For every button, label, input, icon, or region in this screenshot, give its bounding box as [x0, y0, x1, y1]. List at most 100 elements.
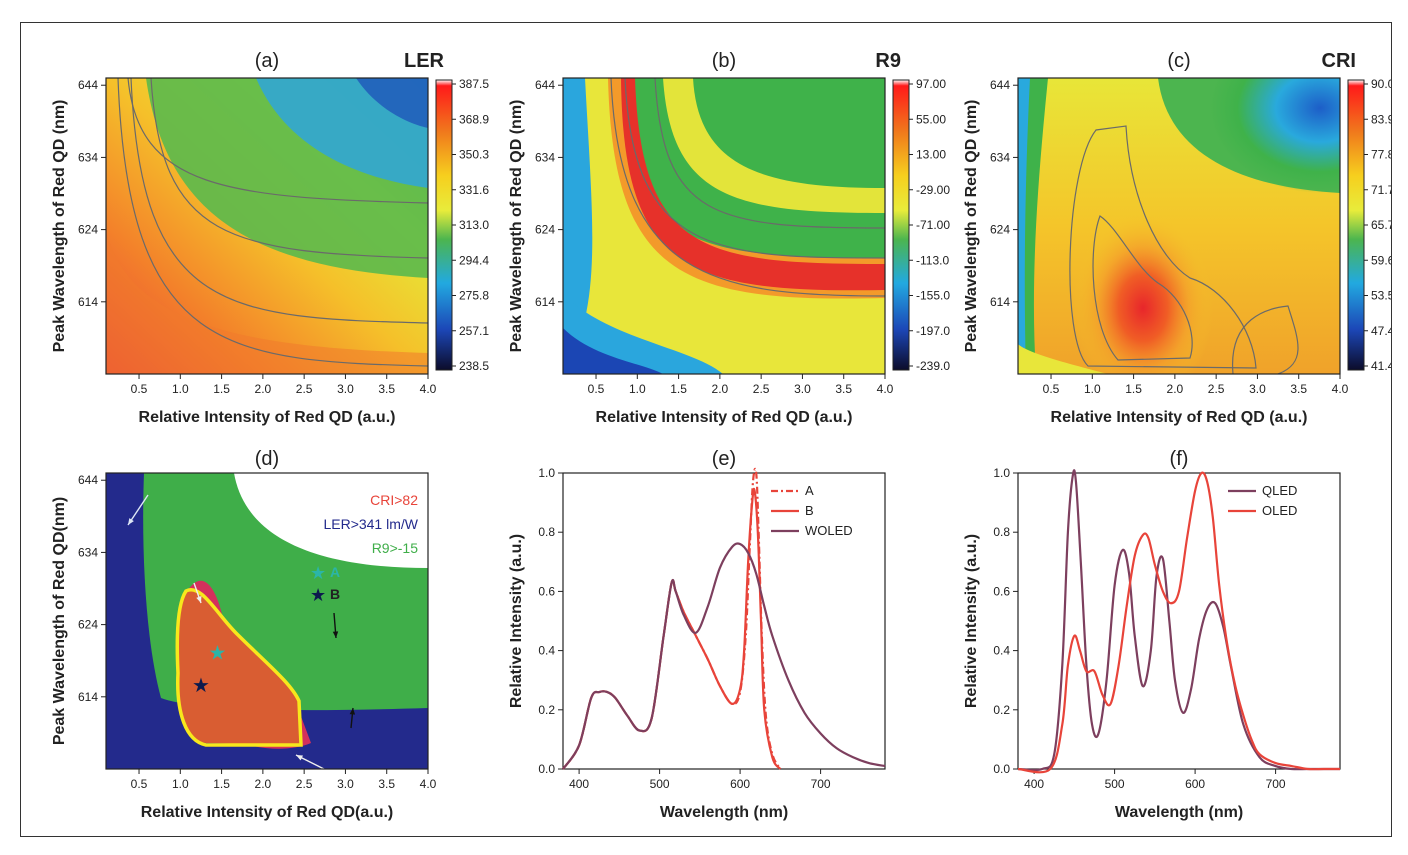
plot-frame	[562, 472, 886, 770]
colorbar-tick-label: 53.55	[1371, 289, 1391, 303]
region-map: ★★	[106, 473, 428, 769]
heatmap-band	[563, 78, 885, 374]
legend-entry: A	[330, 564, 340, 580]
heatmap-field	[1018, 78, 1340, 374]
colorbar-tick-label: 97.00	[916, 77, 946, 91]
x-tick-label: 1.0	[172, 382, 189, 396]
series-line-qled	[1017, 469, 1340, 772]
y-tick-label: 634	[535, 150, 555, 164]
y-tick-label: 0.4	[993, 644, 1010, 658]
colorbar-tick-label: 350.3	[459, 148, 489, 162]
x-tick-label: 3.0	[337, 777, 354, 791]
panel-title: R9	[875, 50, 901, 72]
y-axis-label: Relative Intensity (a.u.)	[508, 534, 525, 708]
x-axis-label: Relative Intensity of Red QD (a.u.)	[139, 409, 396, 426]
heatmap-band	[621, 78, 885, 291]
contour-line	[1092, 215, 1193, 361]
colorbar-tick-label: 55.00	[916, 112, 946, 126]
y-tick-label: 624	[535, 223, 555, 237]
legend-entry: B	[330, 586, 340, 602]
y-tick-label: 0.6	[538, 584, 555, 598]
panel-label: (c)	[1167, 50, 1190, 72]
panel-label: (a)	[255, 50, 279, 72]
legend-entry: OLED	[1262, 503, 1297, 518]
panel-title: CRI	[1322, 50, 1356, 72]
x-tick-label: 1.0	[1084, 382, 1101, 396]
plot-frame	[105, 472, 429, 770]
plot-frame	[1017, 472, 1341, 770]
plot-frame	[1017, 77, 1341, 375]
contour-line	[150, 78, 428, 259]
x-tick-label: 700	[811, 777, 831, 791]
arrow-r9-up-head	[349, 708, 356, 715]
x-axis-label: Relative Intensity of Red QD (a.u.)	[596, 409, 853, 426]
y-tick-label: 0.2	[993, 703, 1010, 717]
y-axis-label: Peak Wavelength of Red QD (nm)	[963, 100, 980, 353]
x-tick-label: 4.0	[1332, 382, 1349, 396]
panel-label: (b)	[712, 50, 736, 72]
colorbar-tick-label: 257.1	[459, 324, 489, 338]
x-tick-label: 600	[730, 777, 750, 791]
x-tick-label: 3.5	[378, 777, 395, 791]
x-tick-label: 1.0	[172, 777, 189, 791]
x-tick-label: 3.0	[337, 382, 354, 396]
plot-frame	[562, 77, 886, 375]
contour-line	[624, 78, 885, 259]
star-marker-B: ★	[192, 673, 210, 697]
y-tick-label: 0.8	[993, 525, 1010, 539]
y-tick-label: 644	[78, 473, 98, 487]
arrow-cri-head	[196, 596, 202, 603]
colorbar-tick-label: 83.93	[1371, 112, 1391, 126]
x-axis-label: Relative Intensity of Red QD(a.u.)	[141, 804, 393, 821]
x-tick-label: 2.5	[296, 777, 313, 791]
y-tick-label: 614	[990, 295, 1010, 309]
x-tick-label: 2.0	[255, 777, 272, 791]
legend-entry: LER>341 lm/W	[323, 516, 418, 532]
y-axis-label: Relative Intensity (a.u.)	[963, 534, 980, 708]
x-tick-label: 3.5	[1290, 382, 1307, 396]
series-line-woled	[562, 542, 886, 770]
colorbar-tick-label: 77.85	[1371, 148, 1391, 162]
heatmap-peak	[1073, 213, 1213, 374]
colorbar-tick-label: -197.0	[916, 324, 950, 338]
heatmap-band	[1018, 78, 1030, 374]
colorbar-tick-label: 275.8	[459, 289, 489, 303]
y-tick-label: 634	[990, 150, 1010, 164]
heatmap-band	[106, 228, 428, 374]
panel-e: 400 500 600 700 0.0 0.2 0.4 0.6 0.8 1.0 Wavelength…	[508, 448, 886, 821]
colorbar	[892, 79, 910, 371]
contour-line	[1069, 125, 1257, 369]
y-tick-label: 634	[78, 545, 98, 559]
colorbar-tick-label: 238.5	[459, 359, 489, 373]
colorbar-tick-label: 368.9	[459, 112, 489, 126]
x-tick-label: 4.0	[420, 777, 437, 791]
x-tick-label: 2.5	[296, 382, 313, 396]
x-tick-label: 1.5	[670, 382, 687, 396]
y-axis-label: Peak Wavelength of Red QD (nm)	[508, 100, 525, 353]
y-tick-label: 0.8	[538, 525, 555, 539]
y-tick-label: 0.2	[538, 703, 555, 717]
colorbar-tick-label: 65.70	[1371, 218, 1391, 232]
x-tick-label: 3.5	[835, 382, 852, 396]
x-tick-label: 1.5	[1125, 382, 1142, 396]
colorbar-tick-label: -155.0	[916, 289, 950, 303]
y-tick-label: 644	[78, 78, 98, 92]
series-line-a	[562, 467, 782, 770]
x-tick-label: 2.5	[1208, 382, 1225, 396]
legend-entry: B	[805, 503, 814, 518]
colorbar-tick-label: 313.0	[459, 218, 489, 232]
y-tick-label: 624	[990, 223, 1010, 237]
excluded-region	[234, 473, 428, 568]
colorbar-tick-label: 71.78	[1371, 183, 1391, 197]
x-tick-label: 0.5	[131, 777, 148, 791]
colorbar-tick-label: 41.40	[1371, 359, 1391, 373]
y-tick-label: 0.4	[538, 644, 555, 658]
legend-star-icon: ★	[310, 585, 326, 606]
x-tick-label: 400	[1024, 777, 1044, 791]
contour-line	[1232, 305, 1299, 374]
plot-frame	[105, 77, 429, 375]
y-axis-label: Peak Wavelength of Red QD (nm)	[51, 100, 68, 353]
y-axis-label: Peak Wavelength of Red QD(nm)	[51, 497, 68, 745]
y-tick-label: 1.0	[993, 466, 1010, 480]
y-tick-label: 644	[990, 78, 1010, 92]
